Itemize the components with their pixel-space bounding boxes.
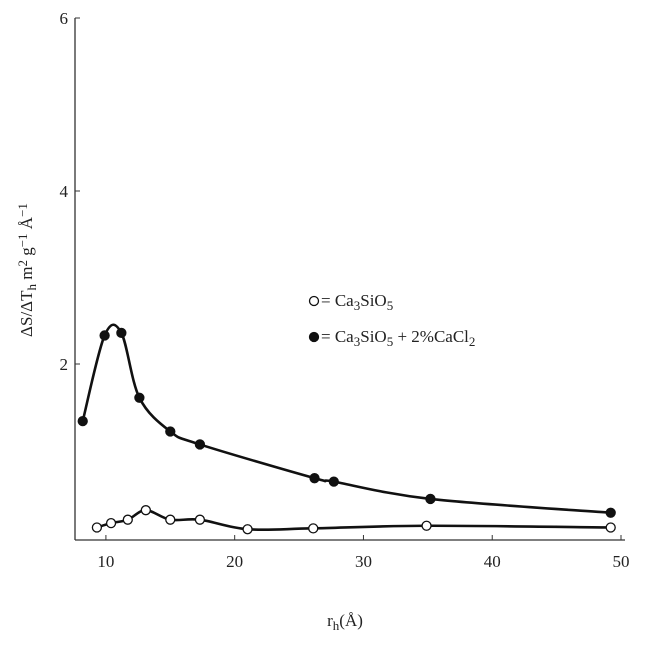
data-point bbox=[194, 439, 206, 450]
x-tick-label: 20 bbox=[226, 552, 243, 571]
data-point bbox=[99, 330, 110, 341]
data-point bbox=[116, 327, 127, 339]
label-part: h bbox=[333, 618, 340, 633]
label-part: h bbox=[24, 284, 39, 291]
label-part: = Ca bbox=[321, 291, 354, 310]
data-point bbox=[194, 514, 206, 525]
label-part: 3 bbox=[354, 298, 361, 313]
label-part: (Å) bbox=[339, 611, 363, 630]
y-axis-label: ΔS/ΔTh m2 g−1 Å−1 bbox=[15, 203, 39, 337]
label-part: SiO bbox=[360, 327, 386, 346]
label-part: −1 bbox=[15, 233, 30, 247]
label-part: + 2%CaCl bbox=[393, 327, 469, 346]
x-axis-label: rh(Å) bbox=[327, 611, 363, 633]
label-part: SiO bbox=[360, 291, 386, 310]
data-point bbox=[105, 518, 117, 529]
data-point bbox=[309, 473, 320, 484]
label-part: ΔS/ΔT bbox=[17, 290, 36, 337]
data-point bbox=[308, 523, 319, 534]
data-point bbox=[122, 514, 133, 525]
y-tick-label: 2 bbox=[60, 355, 69, 374]
data-point bbox=[165, 514, 176, 525]
x-tick-label: 10 bbox=[97, 552, 114, 571]
data-point bbox=[91, 522, 103, 533]
x-tick-label: 30 bbox=[355, 552, 372, 571]
data-point bbox=[134, 392, 145, 403]
data-point bbox=[421, 520, 432, 531]
y-tick-label: 4 bbox=[60, 182, 69, 201]
x-tick-label: 50 bbox=[613, 552, 630, 571]
data-point bbox=[242, 524, 253, 535]
label-part: = Ca bbox=[321, 327, 354, 346]
data-point bbox=[605, 522, 616, 533]
label-part: g bbox=[17, 247, 36, 260]
data-point bbox=[605, 507, 616, 518]
label-part: 2 bbox=[15, 260, 30, 267]
label-part: r bbox=[327, 611, 333, 630]
label-part: 5 bbox=[387, 298, 394, 313]
legend-marker bbox=[308, 331, 320, 343]
series-line bbox=[81, 323, 611, 515]
data-point bbox=[328, 476, 339, 487]
label-part: 2 bbox=[469, 334, 476, 349]
data-point bbox=[165, 426, 176, 437]
legend-marker bbox=[308, 295, 320, 307]
label-part: 3 bbox=[354, 334, 361, 349]
y-tick-label: 6 bbox=[60, 9, 69, 28]
label-part: 5 bbox=[387, 334, 394, 349]
legend-label: = Ca3SiO5 + 2%CaCl2 bbox=[321, 327, 475, 349]
label-part: −1 bbox=[15, 203, 30, 217]
label-part: m bbox=[17, 267, 36, 284]
data-point bbox=[425, 493, 436, 505]
data-point bbox=[140, 505, 151, 516]
legend-label: = Ca3SiO5 bbox=[321, 291, 393, 313]
x-tick-label: 40 bbox=[484, 552, 501, 571]
data-point bbox=[77, 415, 88, 427]
label-part: Å bbox=[17, 216, 36, 233]
